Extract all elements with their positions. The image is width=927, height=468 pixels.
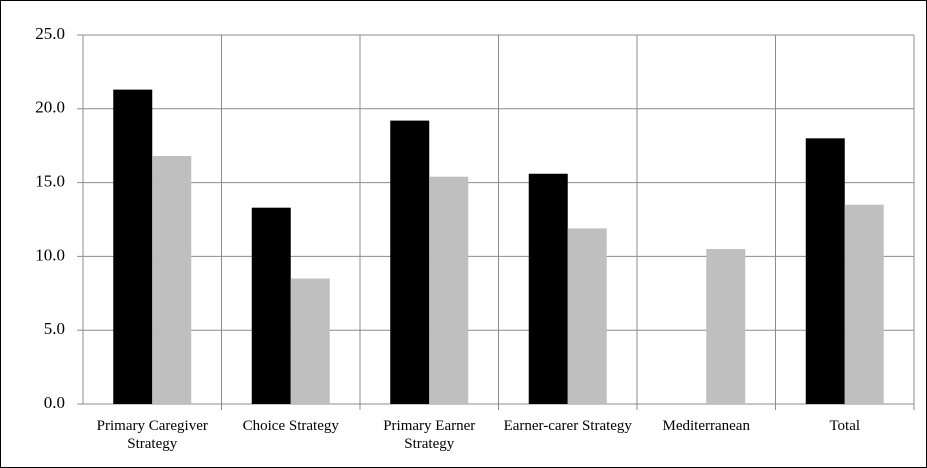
- bar: [290, 278, 330, 404]
- bar: [152, 156, 192, 404]
- y-tick-label: 0.0: [44, 393, 65, 412]
- bar: [528, 173, 568, 404]
- bar: [113, 89, 153, 404]
- bar: [429, 176, 469, 404]
- x-tick-label: Total: [829, 418, 861, 434]
- x-tick-label: Primary Earner Strategy: [383, 418, 476, 452]
- x-tick-label: Earner-carer Strategy: [503, 418, 632, 434]
- bar: [251, 207, 291, 404]
- y-tick-label: 10.0: [35, 245, 65, 264]
- y-tick-label: 5.0: [44, 319, 65, 338]
- bar: [844, 204, 884, 404]
- y-tick-label: 25.0: [35, 24, 65, 43]
- x-tick-label: Mediterranean: [662, 418, 750, 434]
- x-tick-label: Choice Strategy: [242, 418, 339, 434]
- x-tick-label: Primary Caregiver Strategy: [96, 418, 208, 452]
- bar: [706, 249, 746, 404]
- bar: [805, 138, 845, 404]
- bar: [567, 228, 607, 404]
- bar: [390, 120, 430, 404]
- y-tick-label: 20.0: [35, 98, 65, 117]
- y-tick-label: 15.0: [35, 172, 65, 191]
